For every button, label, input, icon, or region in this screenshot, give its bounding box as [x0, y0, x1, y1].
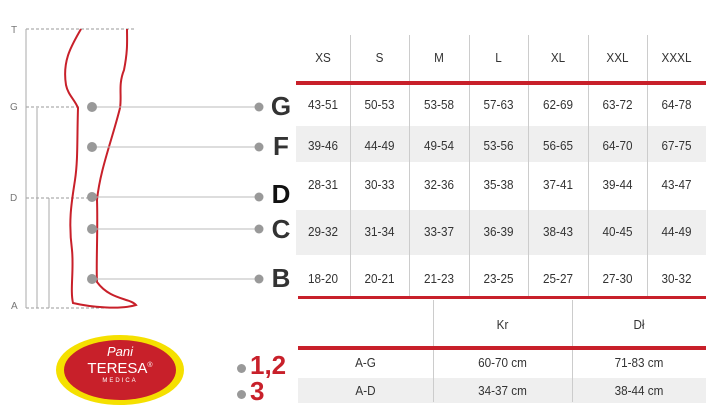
size-header-xxxl: XXXL — [661, 50, 692, 65]
size-header-s: S — [375, 50, 384, 65]
point-label-c: C — [271, 214, 291, 244]
ag-kr: 60-70 cm — [478, 355, 527, 370]
marker-dot — [237, 390, 246, 399]
size-cell-g: 57-63 — [483, 97, 514, 112]
size-cell-d: 37-41 — [543, 177, 573, 192]
point-label-f: F — [273, 131, 289, 161]
ad-dl: 38-44 cm — [614, 383, 664, 398]
size-cell-f: 53-56 — [483, 138, 514, 153]
size-cell-d: 35-38 — [483, 177, 514, 192]
size-cell-c: 31-34 — [364, 224, 395, 239]
size-cell-c: 33-37 — [424, 224, 454, 239]
point-label-d: D — [271, 179, 291, 209]
logo-line1: Pani — [106, 344, 134, 359]
size-header-xxl: XXL — [606, 50, 629, 65]
size-cell-d: 32-36 — [424, 177, 454, 192]
size-cell-b: 23-25 — [483, 271, 514, 286]
size-cell-b: 25-27 — [543, 271, 573, 286]
size-cell-b: 20-21 — [364, 271, 395, 286]
size-cell-c: 29-32 — [308, 224, 338, 239]
size-cell-f: 39-46 — [308, 138, 338, 153]
ag-dl: 71-83 cm — [614, 355, 664, 370]
logo-line3: MEDICA — [102, 378, 138, 384]
size-cell-f: 64-70 — [602, 138, 633, 153]
size-cell-d: 28-31 — [308, 177, 338, 192]
ad-kr: 34-37 cm — [478, 383, 527, 398]
size-cell-f: 67-75 — [661, 138, 692, 153]
size-cell-c: 44-49 — [661, 224, 692, 239]
leg-outline — [64, 28, 138, 309]
axis-label-g: G — [10, 102, 18, 113]
size-cell-g: 64-78 — [661, 97, 692, 112]
marker-3: 3 — [250, 376, 265, 406]
size-cell-b: 21-23 — [424, 271, 454, 286]
header-kr: Kr — [496, 317, 509, 332]
size-cell-c: 36-39 — [483, 224, 514, 239]
marker-dot — [237, 364, 246, 373]
axis-label-t: T — [11, 25, 18, 36]
size-cell-f: 49-54 — [424, 138, 454, 153]
size-header-xs: XS — [315, 50, 331, 65]
row-label-ag: A-G — [355, 355, 376, 370]
pani-teresa-logo: Pani TERESA® MEDICA — [56, 335, 184, 405]
size-cell-g: 63-72 — [602, 97, 633, 112]
size-cell-c: 40-45 — [602, 224, 633, 239]
axis-label-a: A — [11, 301, 18, 312]
size-cell-f: 56-65 — [543, 138, 573, 153]
point-label-b: B — [271, 263, 291, 293]
size-cell-g: 43-51 — [308, 97, 338, 112]
size-cell-b: 27-30 — [602, 271, 633, 286]
size-header-m: M — [434, 50, 444, 65]
point-label-g: G — [270, 91, 292, 121]
size-cell-c: 38-43 — [543, 224, 573, 239]
size-header-xl: XL — [550, 50, 566, 65]
axis-label-d: D — [10, 193, 18, 204]
size-header-l: L — [495, 50, 502, 65]
row-label-ad: A-D — [355, 383, 376, 398]
size-cell-f: 44-49 — [364, 138, 395, 153]
size-cell-d: 39-44 — [602, 177, 633, 192]
size-cell-g: 62-69 — [543, 97, 573, 112]
leg-diagram — [25, 28, 264, 309]
size-cell-d: 43-47 — [661, 177, 692, 192]
marker-12: 1,2 — [250, 350, 287, 380]
size-cell-g: 53-58 — [424, 97, 454, 112]
logo-line2: TERESA® — [87, 360, 153, 377]
size-cell-g: 50-53 — [364, 97, 395, 112]
size-cell-b: 18-20 — [308, 271, 338, 286]
header-dl: Dł — [633, 317, 645, 332]
size-cell-b: 30-32 — [661, 271, 692, 286]
size-cell-d: 30-33 — [364, 177, 395, 192]
